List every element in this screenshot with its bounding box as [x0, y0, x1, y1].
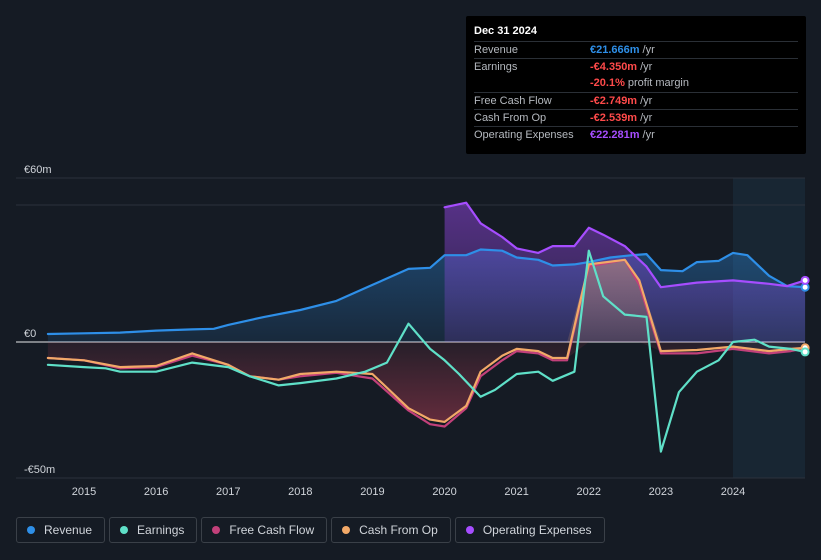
- tooltip-date: Dec 31 2024: [474, 25, 537, 37]
- revenue-line: [46, 248, 807, 336]
- legend-dot-icon: [27, 526, 35, 534]
- legend-dot-icon: [342, 526, 351, 534]
- tooltip-value: -€2.749m/yr: [590, 95, 653, 107]
- earnings-end-point: [800, 347, 810, 357]
- legend-item-operating-expenses[interactable]: Operating Expenses: [454, 517, 605, 543]
- tooltip-row-operating-expenses: Operating Expenses €22.281m/yr: [474, 126, 798, 144]
- legend-label: Earnings: [137, 523, 185, 537]
- tooltip-label: Cash From Op: [474, 112, 547, 124]
- tooltip-row-margin: -20.1% profit margin: [474, 75, 798, 92]
- operating-expenses-end-point: [800, 275, 810, 285]
- x-axis-label: 2022: [577, 486, 601, 498]
- legend-label: Revenue: [44, 523, 93, 537]
- tooltip-value: -€4.350m/yr: [590, 61, 653, 73]
- tooltip-label: Earnings: [474, 61, 518, 73]
- tooltip-label: Revenue: [474, 44, 519, 56]
- tooltip-value: -€2.539m/yr: [590, 112, 653, 124]
- x-axis-label: 2019: [360, 486, 384, 498]
- y-axis-label: €60m: [24, 164, 52, 176]
- legend-item-free-cash-flow[interactable]: Free Cash Flow: [201, 517, 328, 543]
- x-axis-label: 2020: [432, 486, 456, 498]
- legend-label: Cash From Op: [359, 523, 438, 537]
- cash-flow-negative-area: [47, 342, 806, 422]
- legend: Revenue Earnings Free Cash Flow Cash Fro…: [16, 517, 605, 543]
- tooltip-row-free-cash-flow: Free Cash Flow -€2.749m/yr: [474, 92, 798, 110]
- legend-dot-icon: [465, 526, 474, 534]
- tooltip-panel: Dec 31 2024 Revenue €21.666m/yr Earnings…: [466, 16, 806, 154]
- x-axis-label: 2018: [288, 486, 312, 498]
- x-axis-label: 2023: [649, 486, 673, 498]
- x-axis-label: 2015: [72, 486, 96, 498]
- legend-item-earnings[interactable]: Earnings: [109, 517, 198, 543]
- legend-dot-icon: [120, 526, 129, 534]
- y-axis-label: -€50m: [24, 464, 55, 476]
- x-axis-label: 2017: [216, 486, 240, 498]
- legend-label: Free Cash Flow: [229, 523, 315, 537]
- tooltip-row-cash-from-op: Cash From Op -€2.539m/yr: [474, 109, 798, 127]
- legend-item-revenue[interactable]: Revenue: [16, 517, 106, 543]
- legend-dot-icon: [212, 526, 221, 534]
- operating-expenses-line: [443, 201, 807, 289]
- chart-area: €60m €0 -€50m 2015 2016 2017 2018 2019 2020 2021 2…: [16, 164, 810, 498]
- x-axis-label: 2016: [144, 486, 168, 498]
- x-axis-label: 2024: [721, 486, 745, 498]
- earnings-line: [46, 249, 807, 453]
- tooltip-label: Free Cash Flow: [474, 95, 552, 107]
- tooltip-row-revenue: Revenue €21.666m/yr: [474, 41, 798, 59]
- legend-item-cash-from-op[interactable]: Cash From Op: [331, 517, 451, 543]
- legend-label: Operating Expenses: [482, 523, 592, 537]
- tooltip-value: €21.666m/yr: [590, 44, 655, 56]
- cash-flow-positive-area: [47, 259, 806, 342]
- tooltip-row-earnings: Earnings -€4.350m/yr: [474, 58, 798, 76]
- tooltip-value: €22.281m/yr: [590, 129, 655, 141]
- x-axis-label: 2021: [504, 486, 528, 498]
- y-axis-label: €0: [24, 328, 36, 340]
- tooltip-label: Operating Expenses: [474, 129, 574, 141]
- tooltip-value: -20.1% profit margin: [590, 77, 689, 89]
